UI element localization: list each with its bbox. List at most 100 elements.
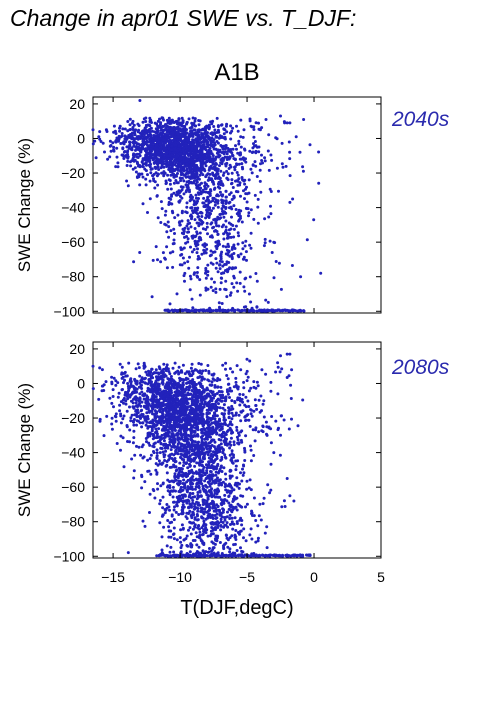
data-point [159,221,163,224]
data-point [209,396,213,400]
data-point [184,175,188,179]
data-point [203,205,207,209]
data-point [177,471,181,475]
data-point-floor [252,309,256,313]
data-point [172,175,176,179]
data-point [132,436,136,440]
data-point [202,402,206,406]
data-point [129,164,133,168]
data-point [171,265,175,269]
data-point [122,401,125,405]
data-point [217,240,221,244]
data-point [204,148,208,152]
data-point [148,127,152,131]
data-point [245,200,249,204]
data-point [252,128,256,131]
data-point [225,248,229,252]
data-point [232,495,236,499]
data-point [166,377,170,381]
data-point [239,135,243,139]
data-point [186,149,190,153]
data-point [128,128,132,132]
data-point [171,250,175,254]
data-point [174,370,178,374]
data-point [132,476,136,480]
data-point [223,431,226,435]
data-point [149,383,153,387]
data-point [200,406,204,410]
data-point [186,260,190,264]
data-point [183,134,187,138]
data-point [213,132,217,136]
data-point [259,190,263,194]
data-point [232,157,236,161]
data-point [195,232,199,236]
data-point [205,208,209,212]
data-point [119,142,123,145]
data-point [205,142,209,146]
data-point [159,200,163,204]
data-point [220,435,224,439]
data-point [208,426,212,430]
data-point [209,408,213,412]
data-point [256,205,260,209]
data-point [230,267,234,271]
data-point [188,447,192,451]
data-point [252,144,256,148]
data-point [121,372,124,376]
data-point [184,146,188,149]
data-point [170,162,174,166]
data-point [138,414,142,418]
data-point [248,243,252,247]
data-point [228,200,232,204]
data-point [204,164,208,168]
data-point [173,500,176,504]
data-point-floor [225,309,229,313]
data-point [173,505,176,509]
data-point [154,379,158,383]
data-point [121,147,125,151]
data-point [185,136,189,140]
data-point [149,421,153,425]
data-point [215,116,219,120]
data-point [172,191,176,195]
data-point [192,272,196,276]
data-point [181,124,185,128]
data-point [140,130,144,133]
data-point [173,148,177,152]
data-point [222,418,226,422]
data-point [211,414,215,418]
data-point [243,178,247,182]
data-point [130,457,134,461]
data-point [201,127,205,131]
data-point [147,469,151,473]
y-axis-label: SWE Change (%) [15,138,34,272]
data-point [220,260,224,264]
data-point [229,124,233,128]
data-point [102,389,106,392]
data-point [244,276,248,280]
data-point [134,379,137,383]
data-point [179,167,183,171]
data-point [270,251,274,254]
data-point [219,442,223,446]
data-point [185,160,189,163]
data-point [280,141,284,145]
data-point [213,378,217,382]
data-point [186,237,190,241]
data-point [140,400,144,404]
data-point [219,385,223,389]
data-point [146,404,150,408]
data-point [203,136,207,140]
data-point [171,425,175,428]
data-point [197,177,201,181]
data-point [98,137,102,141]
data-point [161,251,165,255]
data-point [138,392,142,396]
data-point [235,147,238,151]
data-point [213,141,216,145]
data-point [206,364,210,367]
data-point [267,133,271,137]
data-point [236,438,240,442]
data-point [196,133,200,137]
